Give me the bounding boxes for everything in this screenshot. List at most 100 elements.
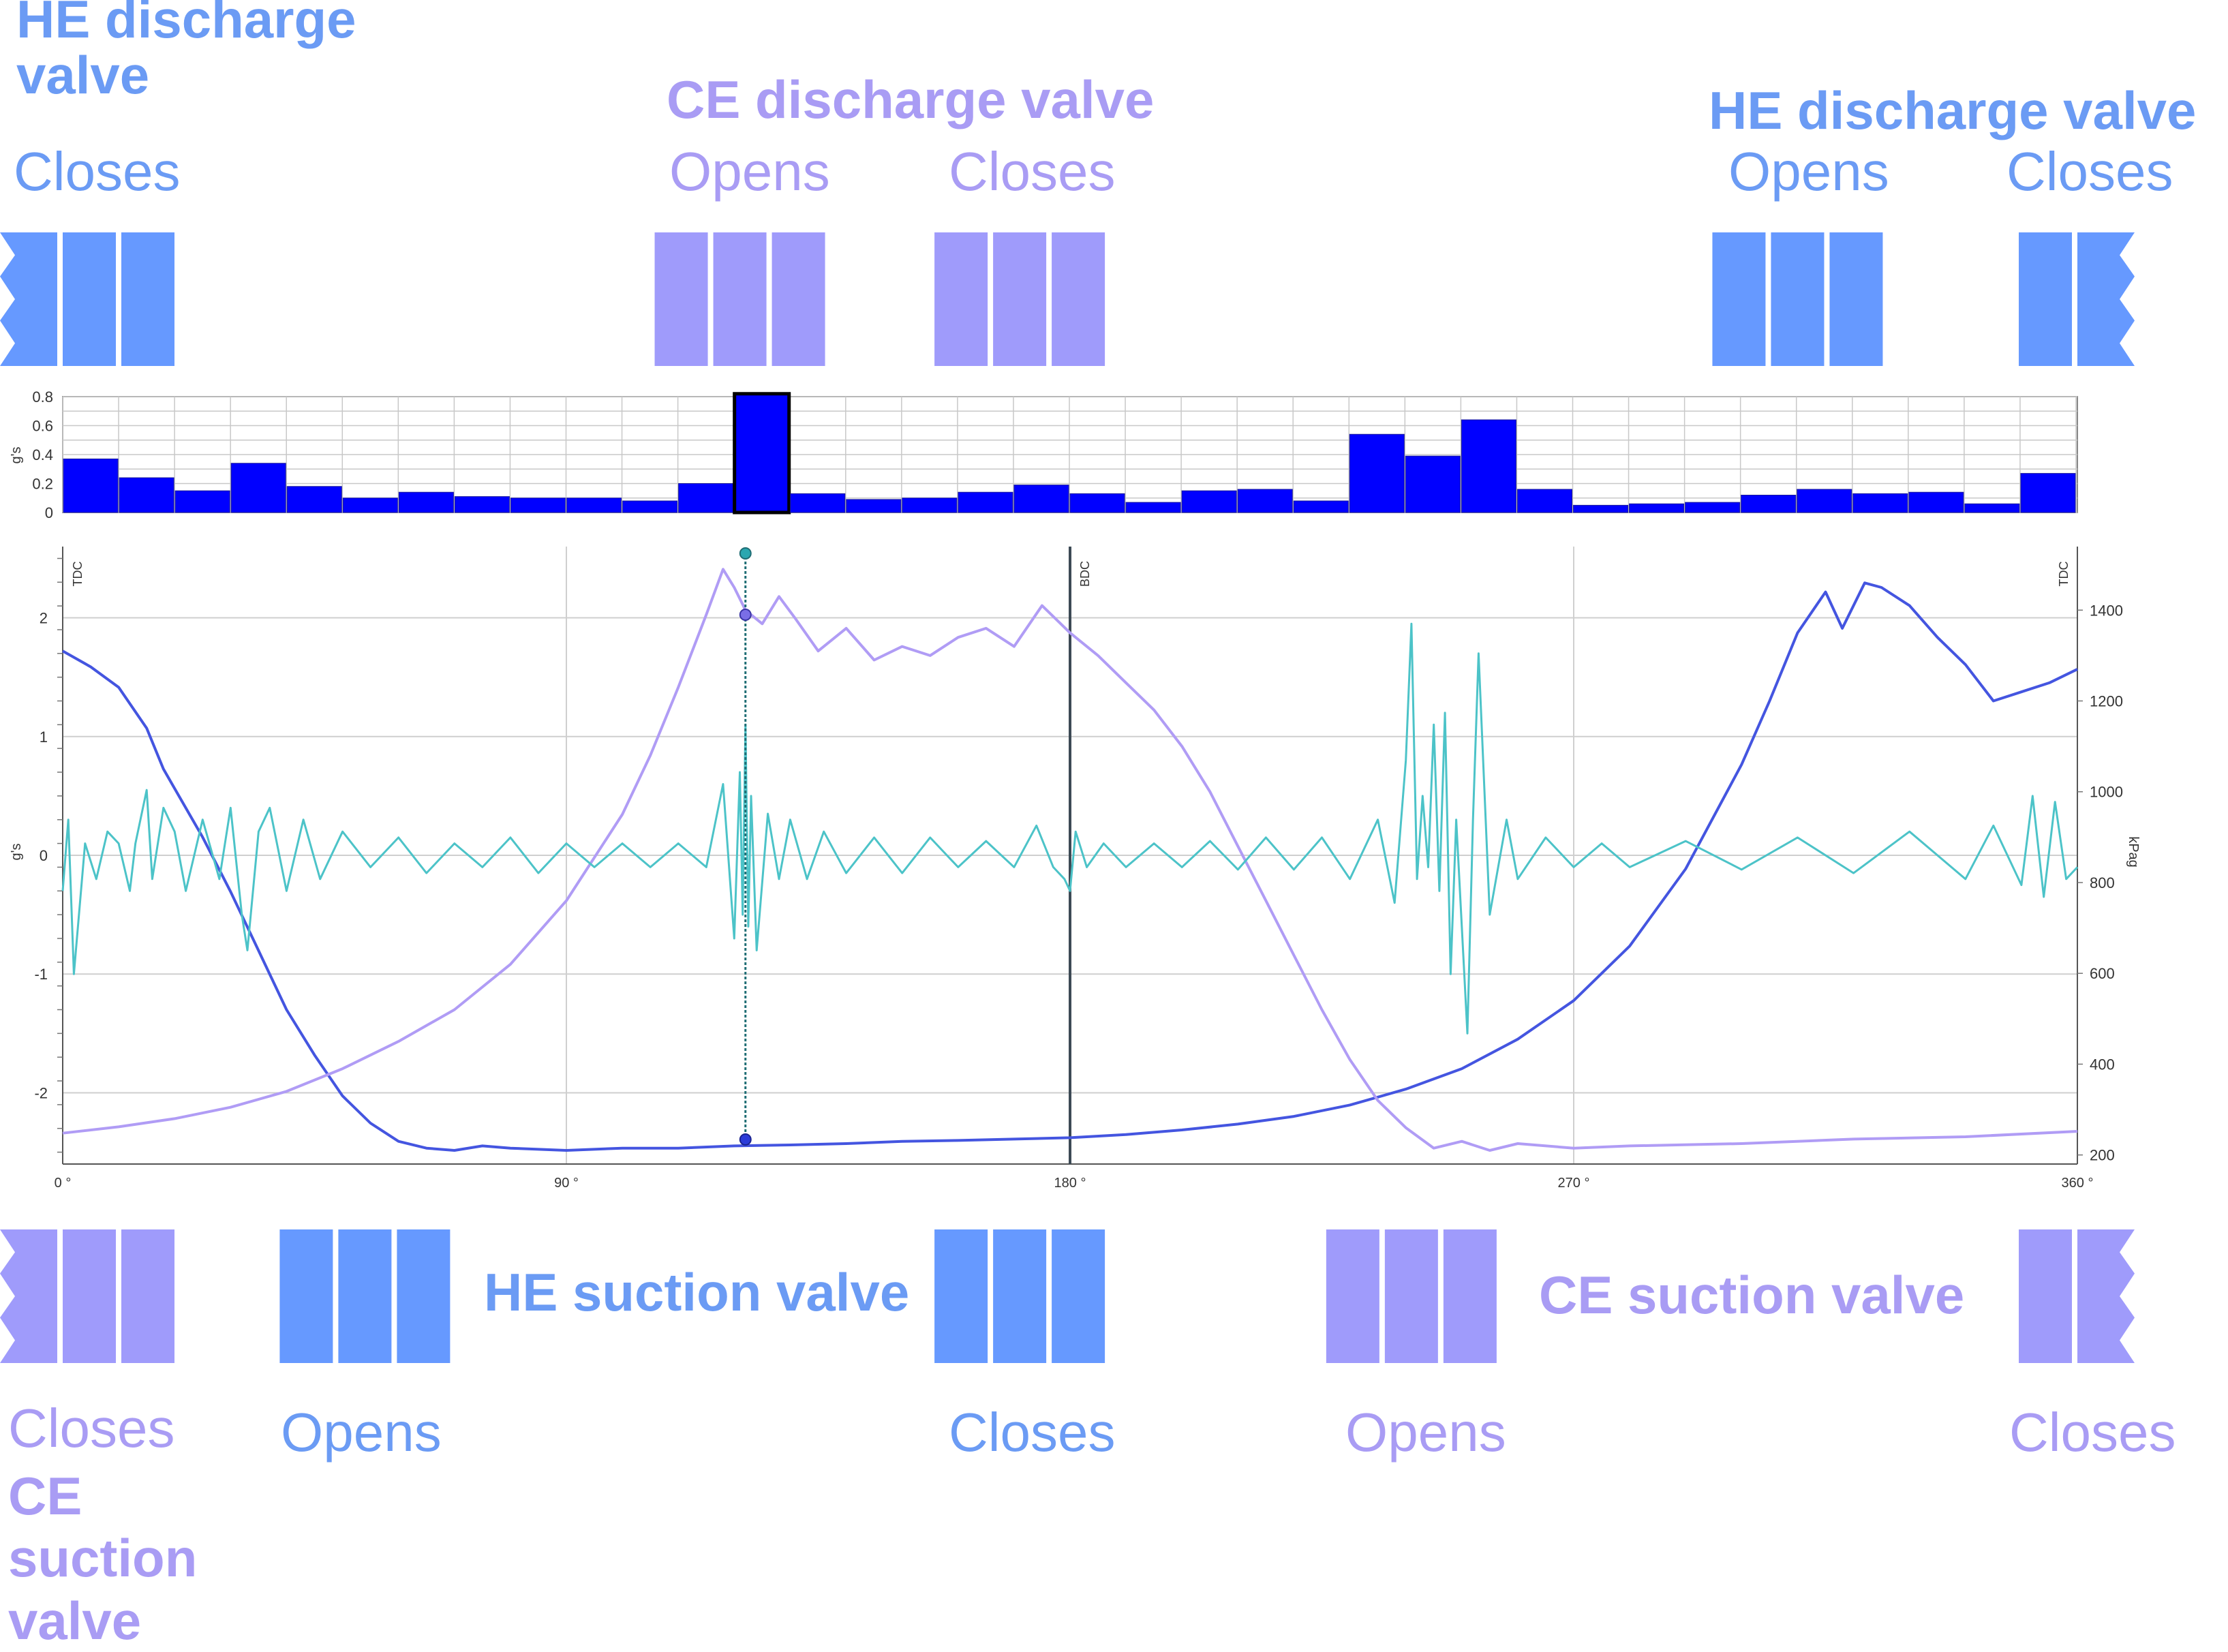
line-y2tick-label: 1200 — [2090, 693, 2123, 710]
bar — [1685, 502, 1741, 513]
bottom-valve-block-cut — [2077, 1229, 2135, 1363]
line-y2tick-label: 800 — [2090, 874, 2115, 891]
ce-suction-title-bottom-left: CE suction valve — [8, 1466, 198, 1651]
bottom-closes-label-3: Closes — [2009, 1402, 2176, 1463]
top-valve-block — [63, 232, 116, 366]
bar-ytick-label: 0.6 — [32, 418, 53, 435]
cursor-marker-ce — [739, 609, 752, 621]
top-valve-block — [1052, 232, 1105, 366]
bottom-valve-block — [1384, 1229, 1438, 1363]
bar — [902, 498, 958, 513]
ce-suction-title: CE suction valve — [1539, 1265, 1965, 1325]
ce_pressure-series — [62, 568, 2078, 1152]
bar — [1908, 491, 1964, 513]
bar — [1237, 489, 1293, 513]
valve-event-blocks — [0, 232, 2135, 1363]
bottom-valve-block — [2019, 1229, 2072, 1363]
bottom-valve-group-0 — [0, 1229, 174, 1363]
bar — [1964, 503, 2020, 513]
he_pressure-series — [62, 581, 2078, 1152]
cursor-marker-top — [739, 547, 752, 560]
bar — [510, 498, 566, 513]
bar — [1125, 502, 1181, 513]
he-suction-title: HE suction valve — [484, 1262, 910, 1322]
bar — [1405, 455, 1461, 513]
line-chart-panel: TDC BDC TDC -2 -1 0 1 2 200 400 600 800 1000 1200 1400… — [9, 547, 2141, 1191]
bar — [63, 458, 119, 513]
line-y2tick-label: 1000 — [2090, 784, 2123, 801]
bar — [1629, 503, 1685, 513]
bottom-valve-block — [279, 1229, 333, 1363]
bar-ylabel: g's — [9, 447, 24, 464]
top-valve-group-2 — [934, 232, 1105, 366]
cursor-marker-he — [739, 1133, 752, 1146]
bottom-valve-block — [397, 1229, 451, 1363]
line-ylabel: g's — [9, 844, 24, 861]
bar — [119, 477, 174, 513]
top-valve-group-3 — [1712, 232, 1883, 366]
bottom-valve-group-4 — [2019, 1229, 2135, 1363]
top-opens-label-1: Opens — [669, 141, 830, 202]
top-valve-block — [121, 232, 174, 366]
bar — [230, 463, 286, 513]
line-ytick-label: 2 — [40, 610, 48, 627]
vibration-series — [61, 622, 2079, 1035]
top-valve-block — [1712, 232, 1766, 366]
bottom-valve-block — [1052, 1229, 1105, 1363]
bar — [1069, 493, 1125, 513]
top-closes-label-2: Closes — [949, 141, 1116, 202]
line-ytick-label: -1 — [34, 966, 48, 983]
he-discharge-title-top-right: HE discharge valve — [1709, 80, 2197, 140]
bar — [286, 486, 342, 513]
top-valve-block — [993, 232, 1047, 366]
line-xtick-label: 90 ° — [554, 1176, 579, 1191]
top-valve-block — [713, 232, 767, 366]
line-xtick-label: 270 ° — [1558, 1176, 1590, 1191]
bottom-closes-label-2: Closes — [949, 1402, 1116, 1463]
line-y2tick-label: 200 — [2090, 1147, 2115, 1164]
bottom-valve-block-cut — [0, 1229, 57, 1363]
top-valve-block — [1829, 232, 1883, 366]
bar-ytick-label: 0.4 — [32, 446, 53, 463]
bar — [1797, 489, 1852, 513]
bar — [1516, 489, 1572, 513]
bar — [958, 491, 1013, 513]
top-valve-block-cut — [0, 232, 57, 366]
top-valve-block — [772, 232, 825, 366]
bottom-closes-label-1: Closes — [8, 1398, 175, 1458]
bar — [398, 491, 454, 513]
bar — [2020, 473, 2076, 513]
top-valve-block — [2019, 232, 2072, 366]
line-xtick-label: 0 ° — [55, 1176, 72, 1191]
bar — [1293, 500, 1349, 513]
bar-ytick-label: 0 — [45, 504, 53, 521]
vline-label: TDC — [2057, 562, 2071, 587]
bottom-opens-label-1: Opens — [281, 1402, 442, 1463]
bar — [454, 496, 510, 513]
line-ytick-label: 0 — [40, 847, 48, 864]
bar — [1349, 433, 1405, 513]
top-valve-block — [654, 232, 708, 366]
top-valve-block — [1771, 232, 1825, 366]
vline-label: BDC — [1078, 561, 1092, 587]
top-valve-group-1 — [654, 232, 825, 366]
ce-discharge-title: CE discharge valve — [667, 70, 1155, 129]
bar-ytick-label: 0.8 — [32, 388, 53, 406]
bar — [622, 500, 678, 513]
bottom-valve-group-3 — [1326, 1229, 1497, 1363]
bar — [566, 498, 622, 513]
bar-chart-panel: 0 0.2 0.4 0.6 0.8 g's — [9, 388, 2078, 521]
vline-label: TDC — [71, 562, 85, 587]
bottom-valve-block — [63, 1229, 116, 1363]
bar-ytick-label: 0.2 — [32, 476, 53, 493]
line-ytick-label: -2 — [34, 1084, 48, 1101]
bar — [1461, 419, 1516, 513]
line-y2label: kPag — [2126, 836, 2141, 868]
line-y2tick-label: 400 — [2090, 1056, 2115, 1073]
top-opens-label-2: Opens — [1728, 141, 1889, 202]
line-xtick-label: 360 ° — [2062, 1176, 2094, 1191]
bar — [342, 498, 398, 513]
line-ytick-label: 1 — [40, 729, 48, 746]
top-valve-group-4 — [2019, 232, 2135, 366]
